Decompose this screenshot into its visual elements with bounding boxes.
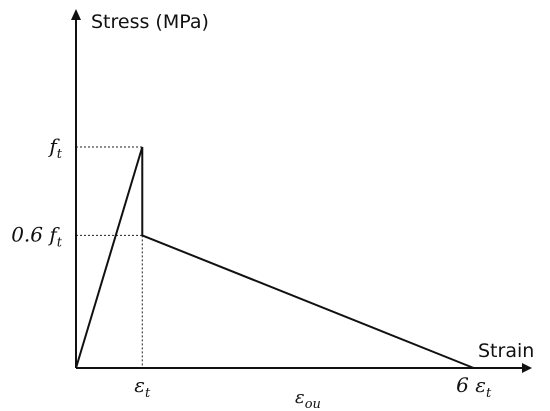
labels: Stress (MPa) Strain — [91, 11, 534, 362]
x-tick-label: εt — [134, 373, 151, 401]
stress-strain-line — [75, 146, 475, 369]
x-axis-label: Strain — [478, 340, 534, 362]
x-tick-label: 6 εt — [456, 373, 492, 401]
strain-annotation: εou — [295, 387, 321, 411]
y-axis-label: Stress (MPa) — [91, 11, 209, 33]
tick-labels: ft 0.6 ft εt 6 εt εou — [11, 134, 492, 411]
y-tick-label: 0.6 ft — [11, 222, 63, 250]
y-tick-label: ft — [47, 134, 62, 162]
series-group — [75, 146, 475, 369]
y-axis-arrow — [71, 9, 81, 20]
axes — [71, 9, 532, 373]
x-axis-arrow — [522, 363, 532, 373]
guide-lines — [76, 146, 143, 368]
